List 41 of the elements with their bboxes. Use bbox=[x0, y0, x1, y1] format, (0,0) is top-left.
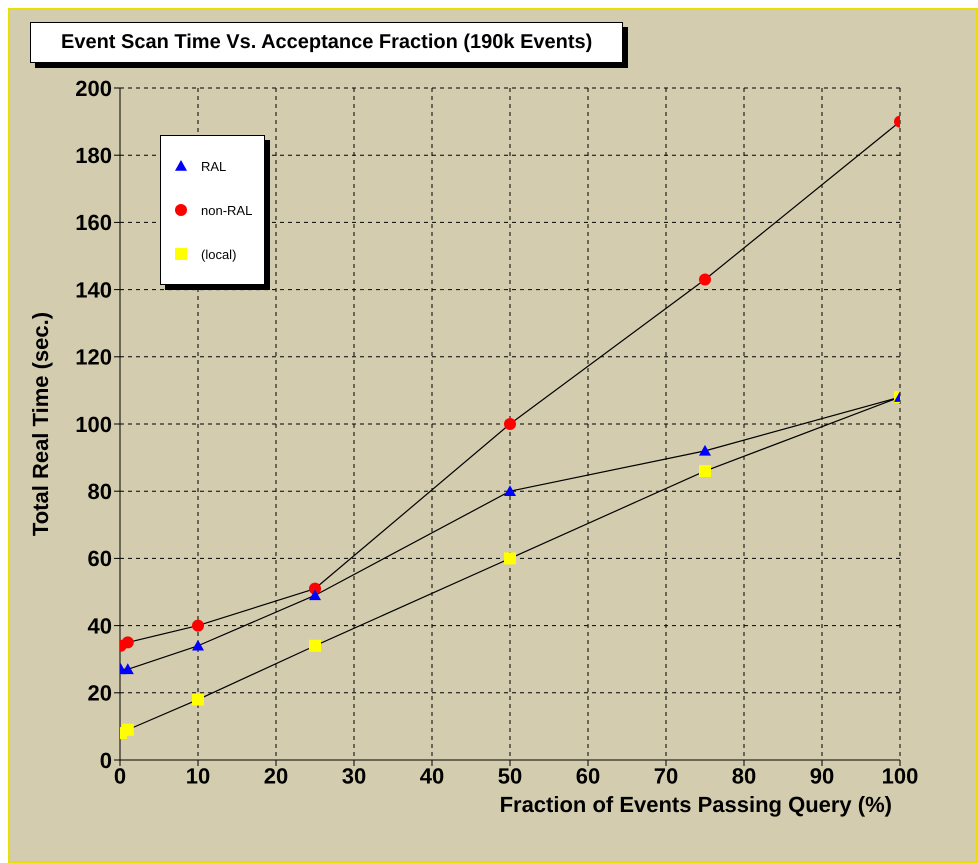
y-tick-label: 40 bbox=[88, 613, 112, 638]
y-tick-label: 140 bbox=[75, 277, 112, 302]
y-tick-label: 0 bbox=[100, 748, 112, 773]
y-tick-label: 80 bbox=[88, 479, 112, 504]
point bbox=[699, 274, 711, 286]
point bbox=[309, 640, 321, 652]
x-tick-label: 20 bbox=[264, 764, 288, 789]
y-tick-label: 100 bbox=[75, 412, 112, 437]
y-tick-label: 120 bbox=[75, 344, 112, 370]
x-tick-label: 70 bbox=[654, 764, 678, 789]
legend-label: non-RAL bbox=[201, 202, 252, 218]
point bbox=[309, 589, 321, 600]
y-tick-label: 60 bbox=[88, 546, 112, 572]
x-tick-label: 100 bbox=[882, 764, 918, 789]
point bbox=[699, 465, 711, 478]
point bbox=[504, 485, 516, 496]
x-tick-label: 10 bbox=[186, 764, 210, 789]
x-tick-label: 90 bbox=[810, 764, 834, 789]
x-tick-label: 30 bbox=[342, 764, 366, 789]
point bbox=[192, 620, 204, 632]
y-tick-label: 200 bbox=[75, 76, 112, 101]
point bbox=[504, 552, 516, 564]
y-tick-label: 160 bbox=[75, 210, 112, 236]
y-tick-label: 180 bbox=[75, 143, 112, 168]
point bbox=[122, 636, 134, 648]
x-tick-label: 60 bbox=[576, 764, 600, 789]
x-axis-title: Fraction of Events Passing Query (%) bbox=[500, 792, 892, 817]
x-tick-label: 80 bbox=[732, 764, 756, 789]
y-tick-label: 20 bbox=[88, 680, 112, 706]
legend-label: (local) bbox=[201, 246, 236, 262]
legend-label: RAL bbox=[201, 158, 226, 174]
y-axis-title: Total Real Time (sec.) bbox=[28, 312, 53, 536]
point bbox=[192, 640, 204, 651]
point bbox=[192, 694, 204, 706]
x-tick-label: 40 bbox=[420, 764, 444, 789]
point bbox=[122, 724, 134, 736]
x-tick-label: 50 bbox=[498, 764, 522, 789]
chart-title: Event Scan Time Vs. Acceptance Fraction (190k Events) bbox=[30, 22, 624, 63]
point bbox=[122, 663, 134, 674]
point bbox=[504, 418, 516, 430]
point bbox=[699, 444, 711, 456]
